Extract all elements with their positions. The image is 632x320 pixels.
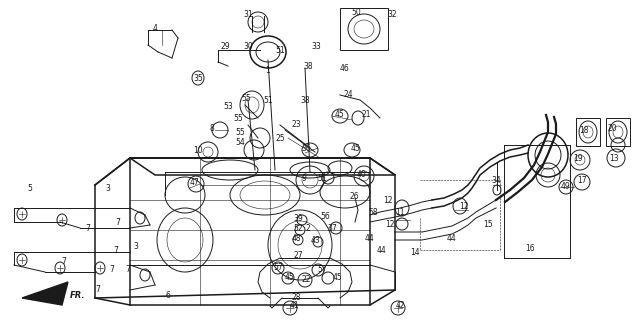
Text: 45: 45 (351, 143, 361, 153)
Text: 49: 49 (561, 181, 571, 190)
Text: 12: 12 (459, 202, 469, 211)
Text: 13: 13 (609, 154, 619, 163)
Text: 22: 22 (301, 276, 311, 284)
Text: 44: 44 (365, 234, 375, 243)
Bar (606, 118, 630, 146)
Text: 43: 43 (311, 236, 321, 244)
Text: 55: 55 (241, 93, 251, 102)
Text: 57: 57 (273, 263, 283, 273)
Text: 53: 53 (223, 101, 233, 110)
Text: 24: 24 (343, 90, 353, 99)
Text: 45: 45 (333, 274, 343, 283)
Text: 34: 34 (491, 175, 501, 185)
Text: 51: 51 (263, 95, 273, 105)
Text: 7: 7 (114, 245, 118, 254)
Text: FR.: FR. (70, 292, 85, 300)
Polygon shape (22, 282, 68, 305)
Text: 17: 17 (577, 175, 587, 185)
Text: 7: 7 (61, 258, 66, 267)
Text: 55: 55 (235, 127, 245, 137)
Text: 7: 7 (52, 290, 56, 299)
Text: 6: 6 (166, 291, 171, 300)
Text: 40: 40 (357, 170, 367, 179)
Text: 7: 7 (116, 218, 121, 227)
Text: 21: 21 (362, 109, 371, 118)
Text: 7: 7 (109, 266, 114, 275)
Text: 10: 10 (193, 146, 203, 155)
Text: 36: 36 (301, 143, 311, 153)
Text: 8: 8 (210, 124, 214, 132)
Text: 26: 26 (349, 191, 359, 201)
Text: 3: 3 (133, 242, 138, 251)
Text: 37: 37 (327, 223, 337, 233)
Text: 4: 4 (152, 23, 157, 33)
Text: 12: 12 (383, 196, 392, 204)
Text: 33: 33 (311, 42, 321, 51)
Text: 52: 52 (293, 223, 303, 233)
Text: 2: 2 (306, 223, 310, 233)
Text: 39: 39 (293, 213, 303, 222)
Text: 50: 50 (351, 7, 361, 17)
Text: 56: 56 (320, 212, 330, 220)
Text: 9: 9 (301, 173, 307, 182)
Text: 19: 19 (573, 154, 583, 163)
Text: 58: 58 (368, 207, 378, 217)
Text: 29: 29 (220, 42, 230, 51)
Text: 41: 41 (289, 300, 299, 309)
Text: 12: 12 (386, 220, 395, 228)
Text: 46: 46 (340, 63, 350, 73)
Text: 23: 23 (291, 119, 301, 129)
Text: 48: 48 (291, 234, 301, 243)
Bar (576, 118, 600, 146)
Text: 25: 25 (275, 133, 285, 142)
Bar (340, 8, 388, 50)
Text: 18: 18 (580, 125, 589, 134)
Text: 55: 55 (233, 114, 243, 123)
Text: 51: 51 (317, 173, 327, 182)
Text: 57: 57 (317, 266, 327, 275)
Text: 38: 38 (300, 95, 310, 105)
Text: 7: 7 (95, 285, 100, 294)
Text: 7: 7 (126, 266, 130, 275)
Text: 16: 16 (525, 244, 535, 252)
Text: 42: 42 (395, 300, 405, 309)
Text: 38: 38 (303, 61, 313, 70)
Text: 28: 28 (291, 293, 301, 302)
Text: 35: 35 (193, 74, 203, 83)
Text: 14: 14 (410, 247, 420, 257)
Text: 45: 45 (335, 109, 345, 118)
Text: 11: 11 (395, 207, 404, 217)
Text: 27: 27 (293, 252, 303, 260)
Text: 51: 51 (275, 45, 285, 54)
Text: 30: 30 (243, 42, 253, 51)
Text: 7: 7 (85, 223, 90, 233)
Text: 44: 44 (447, 234, 457, 243)
Text: 44: 44 (377, 245, 387, 254)
Text: 47: 47 (189, 178, 199, 187)
Text: 45: 45 (285, 274, 295, 283)
Text: 5: 5 (28, 183, 32, 193)
Text: 3: 3 (106, 183, 111, 193)
Text: 32: 32 (387, 10, 397, 19)
Text: 20: 20 (607, 124, 617, 132)
Text: 15: 15 (483, 220, 493, 228)
Text: 54: 54 (235, 138, 245, 147)
Text: 31: 31 (243, 10, 253, 19)
Text: 1: 1 (265, 66, 270, 75)
